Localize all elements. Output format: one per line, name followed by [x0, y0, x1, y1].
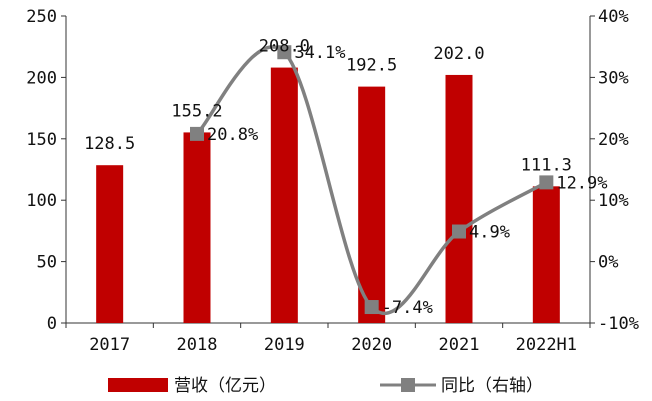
- growth-line-path: [195, 45, 548, 316]
- left-tick-label: 250: [26, 7, 57, 27]
- left-tick-label: 0: [47, 314, 57, 334]
- data-labels: 128.5 155.2 208.0 192.5 202.0 111.3 20.8% 34.1%…: [84, 37, 607, 318]
- growth-point: [277, 45, 292, 60]
- bar: [183, 132, 211, 323]
- bar-value-label: 128.5: [84, 134, 135, 154]
- right-tick-label: 0%: [598, 253, 618, 273]
- growth-value-label: 20.8%: [207, 125, 258, 145]
- right-tick-label: 30%: [598, 68, 629, 88]
- legend-label-growth: 同比（右轴）: [441, 376, 543, 396]
- bar-value-label: 155.2: [171, 101, 222, 121]
- legend-label-revenue: 营收（亿元）: [174, 376, 276, 396]
- growth-value-label: 4.9%: [469, 223, 510, 243]
- legend: 营收（亿元） 同比（右轴）: [108, 376, 543, 396]
- right-tick-label: 40%: [598, 7, 629, 27]
- x-tick-label: 2019: [264, 335, 305, 355]
- bar: [358, 86, 386, 323]
- growth-point: [539, 175, 554, 190]
- growth-line: [190, 45, 554, 316]
- growth-value-label: 12.9%: [556, 173, 607, 193]
- growth-value-label: -7.4%: [382, 298, 433, 318]
- right-tick-label: 10%: [598, 191, 629, 211]
- growth-point: [452, 224, 466, 239]
- left-tick-label: 100: [26, 191, 57, 211]
- x-tick-label: 2021: [439, 335, 480, 355]
- x-tick-label: 2020: [351, 335, 392, 355]
- bar-value-label: 202.0: [433, 44, 484, 64]
- legend-swatch-revenue: [108, 378, 168, 392]
- revenue-bars: [96, 67, 560, 324]
- growth-point: [364, 300, 379, 315]
- bar-value-label: 192.5: [346, 56, 397, 76]
- x-tick-label: 2018: [177, 335, 218, 355]
- x-tick-label: 2017: [89, 335, 130, 355]
- bar: [445, 74, 473, 323]
- left-tick-label: 50: [37, 253, 57, 273]
- right-tick-label: 20%: [598, 130, 629, 150]
- axes: 0 50 100 150 200 250 -10% 0% 10% 20% 30% 40% 2017 201…: [26, 7, 639, 355]
- legend-swatch-growth-marker: [401, 378, 415, 392]
- left-tick-label: 200: [26, 68, 57, 88]
- bar: [532, 186, 560, 323]
- left-tick-label: 150: [26, 130, 57, 150]
- bar: [96, 165, 124, 323]
- growth-point: [190, 126, 204, 141]
- growth-value-label: 34.1%: [294, 43, 345, 63]
- x-tick-label: 2022H1: [516, 335, 577, 355]
- bar-value-label: 208.0: [259, 37, 310, 57]
- right-tick-label: -10%: [598, 314, 639, 334]
- bar: [270, 67, 298, 324]
- bar-value-label: 111.3: [521, 155, 572, 175]
